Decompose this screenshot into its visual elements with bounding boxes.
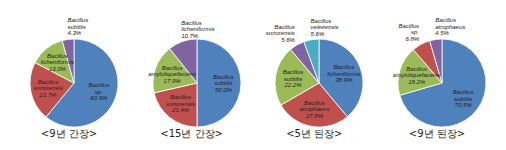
svg-text:Bacilluslicheniformis13.0%: Bacilluslicheniformis13.0% (41, 53, 74, 72)
svg-text:Bacillussubtilis4.3%: Bacillussubtilis4.3% (68, 17, 89, 36)
svg-text:Bacillussp.6.8%: Bacillussp.6.8% (398, 23, 419, 42)
svg-text:Bacillussonorensis21.4%: Bacillussonorensis21.4% (166, 94, 195, 113)
svg-text:Bacilluslicheniformis10.7%: Bacilluslicheniformis10.7% (181, 20, 214, 39)
svg-text:Bacilluslicheniformis38.9%: Bacilluslicheniformis38.9% (327, 64, 360, 83)
html-text:<9년 된장>: <9년 된장> (408, 128, 466, 139)
svg-text:Bacillusatrophaeus4.5%: Bacillusatrophaeus4.5% (435, 17, 465, 36)
svg-text:Bacillussubtilis70.5%: Bacillussubtilis70.5% (453, 89, 474, 108)
svg-text:Bacillussonorensis5.6%: Bacillussonorensis5.6% (266, 24, 296, 43)
svg-text:Bacillusamyloliquefaciens18.2%: Bacillusamyloliquefaciens18.2% (393, 66, 441, 85)
svg-text:Bacillusatrophaeus27.8%: Bacillusatrophaeus27.8% (300, 100, 330, 119)
html-text:<15년 간장>: <15년 간장> (160, 128, 223, 139)
html-text:<5년 된장>: <5년 된장> (286, 128, 343, 139)
svg-text:Bacillusvelezensis5.6%: Bacillusvelezensis5.6% (311, 18, 339, 37)
svg-text:Bacillussp.60.9%: Bacillussp.60.9% (89, 82, 110, 101)
svg-text:Bacillussubtilis22.2%: Bacillussubtilis22.2% (283, 69, 304, 88)
svg-text:Bacillussubtilis50.0%: Bacillussubtilis50.0% (213, 74, 234, 93)
html-text:<9년 간장>: <9년 간장> (40, 128, 98, 139)
svg-text:Bacillusamyloliquefaciens17.9%: Bacillusamyloliquefaciens17.9% (148, 65, 196, 84)
svg-text:Bacillussonorensis21.7%: Bacillussonorensis21.7% (34, 79, 63, 98)
